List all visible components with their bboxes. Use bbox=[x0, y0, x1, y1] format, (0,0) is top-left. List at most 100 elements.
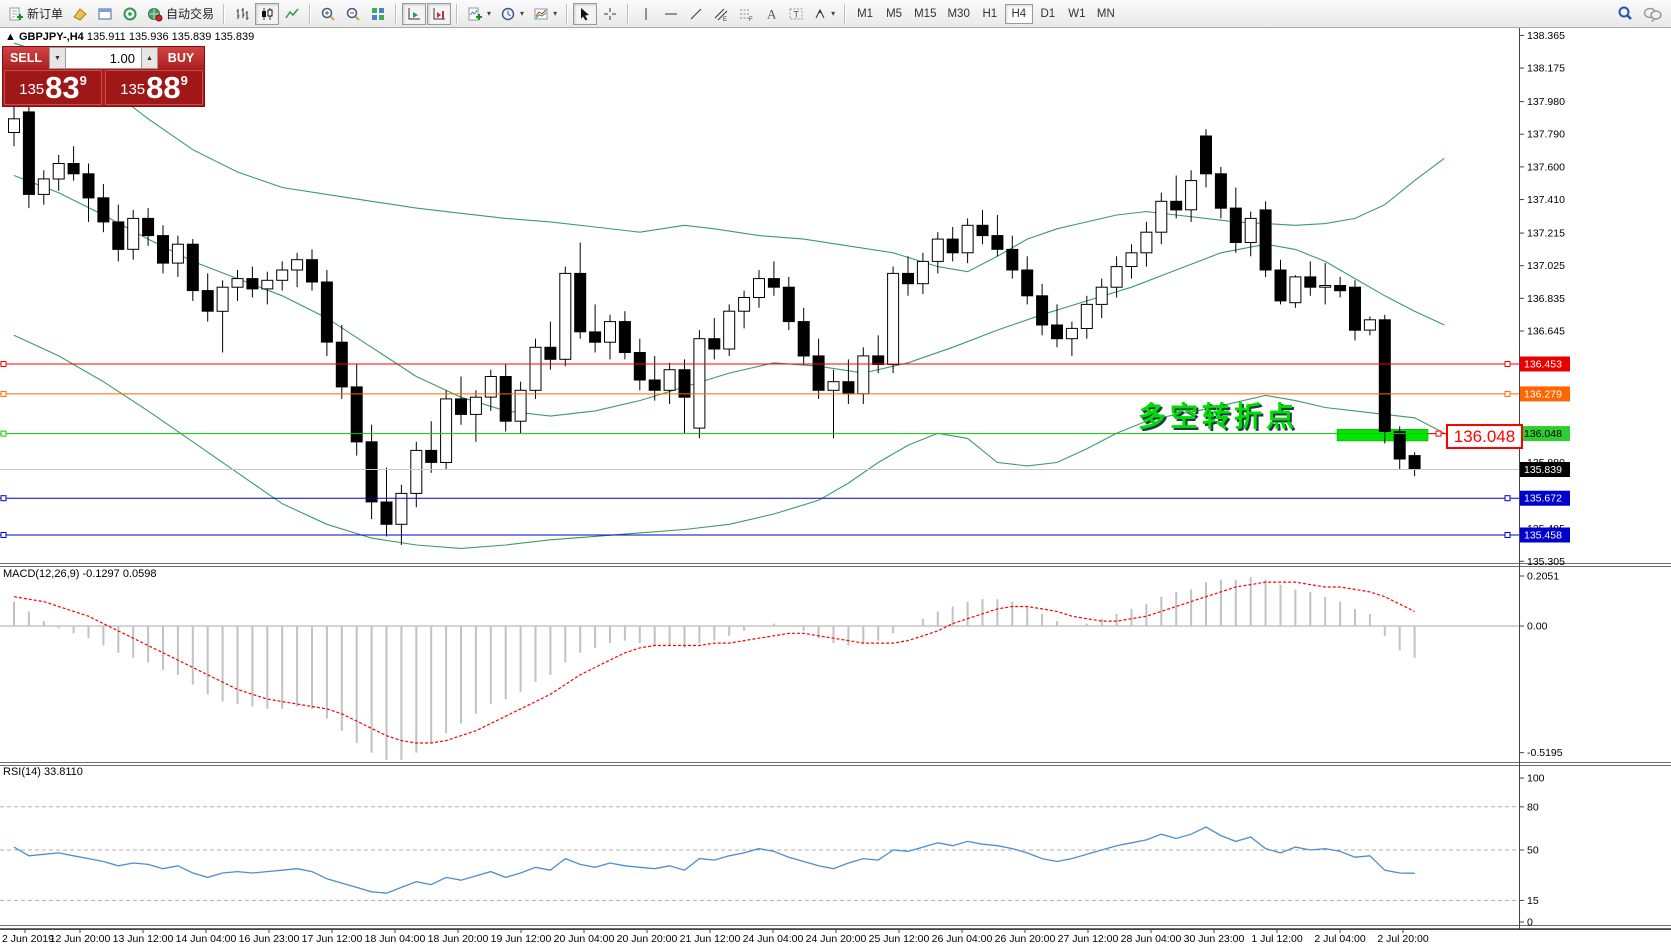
trendline-button[interactable] bbox=[684, 3, 708, 25]
svg-text:137.025: 137.025 bbox=[1527, 260, 1565, 272]
navigator-button[interactable] bbox=[118, 3, 142, 25]
svg-text:28 Jun 04:00: 28 Jun 04:00 bbox=[1121, 933, 1182, 945]
svg-text:18 Jun 04:00: 18 Jun 04:00 bbox=[365, 933, 426, 945]
bar-chart-button[interactable] bbox=[230, 3, 254, 25]
buy-price-base: 135 bbox=[120, 81, 146, 98]
tab-timeframe-w1[interactable]: W1 bbox=[1063, 4, 1091, 24]
svg-text:137.410: 137.410 bbox=[1527, 194, 1565, 206]
sell-button[interactable]: SELL bbox=[3, 47, 49, 69]
tab-timeframe-m15[interactable]: M15 bbox=[909, 4, 941, 24]
svg-text:136.835: 136.835 bbox=[1527, 293, 1565, 305]
svg-text:E: E bbox=[723, 17, 727, 22]
search-icon bbox=[1616, 5, 1634, 23]
text-label-icon: T bbox=[788, 6, 804, 22]
tab-timeframe-m1[interactable]: M1 bbox=[851, 4, 879, 24]
vertical-line-button[interactable] bbox=[634, 3, 658, 25]
svg-text:137.980: 137.980 bbox=[1527, 96, 1565, 108]
svg-text:137.215: 137.215 bbox=[1527, 228, 1565, 240]
svg-text:0.00: 0.00 bbox=[1527, 621, 1548, 633]
sell-price-base: 135 bbox=[19, 81, 45, 98]
new-order-button[interactable]: 新订单 bbox=[4, 3, 67, 25]
svg-text:2 Jul 20:00: 2 Jul 20:00 bbox=[1377, 933, 1429, 945]
svg-text:14 Jun 04:00: 14 Jun 04:00 bbox=[176, 933, 237, 945]
tab-timeframe-m5[interactable]: M5 bbox=[880, 4, 908, 24]
svg-text:21 Jun 12:00: 21 Jun 12:00 bbox=[680, 933, 741, 945]
tab-timeframe-d1[interactable]: D1 bbox=[1034, 4, 1062, 24]
data-window-button[interactable] bbox=[93, 3, 117, 25]
arrows-button[interactable] bbox=[809, 3, 839, 25]
buy-button[interactable]: BUY bbox=[158, 47, 204, 69]
zoom-out-button[interactable] bbox=[341, 3, 365, 25]
new-chart-button[interactable] bbox=[68, 3, 92, 25]
periods-button[interactable] bbox=[496, 3, 528, 25]
new-chart-icon bbox=[72, 6, 88, 22]
cursor-icon bbox=[577, 6, 593, 22]
svg-text:20 Jun 04:00: 20 Jun 04:00 bbox=[554, 933, 615, 945]
sell-price[interactable]: 135 83 9 bbox=[4, 70, 102, 105]
line-chart-button[interactable] bbox=[280, 3, 304, 25]
templates-icon bbox=[533, 6, 549, 22]
volume-input[interactable]: 1.00 bbox=[66, 47, 141, 69]
candlestick-chart-button[interactable] bbox=[255, 2, 280, 25]
fibonacci-button[interactable]: F bbox=[734, 3, 758, 25]
vertical-line-icon bbox=[638, 6, 654, 22]
volume-increase-button[interactable]: ▲ bbox=[141, 47, 158, 69]
tab-timeframe-h4[interactable]: H4 bbox=[1004, 3, 1033, 24]
zoom-in-icon bbox=[320, 6, 336, 22]
svg-text:F: F bbox=[749, 17, 753, 22]
zoom-in-button[interactable] bbox=[316, 3, 340, 25]
svg-text:80: 80 bbox=[1527, 801, 1539, 813]
crosshair-button[interactable] bbox=[598, 3, 622, 25]
svg-text:138.365: 138.365 bbox=[1527, 30, 1565, 42]
svg-text:17 Jun 12:00: 17 Jun 12:00 bbox=[302, 933, 363, 945]
trendline-icon bbox=[688, 6, 704, 22]
tab-timeframe-mn[interactable]: MN bbox=[1092, 4, 1120, 24]
channel-button[interactable]: E bbox=[709, 3, 733, 25]
autotrading-button[interactable]: 自动交易 bbox=[143, 3, 218, 25]
auto-scroll-button[interactable] bbox=[402, 2, 427, 25]
chart-annotation-text[interactable]: 多空转折点 bbox=[1138, 401, 1299, 432]
svg-text:138.175: 138.175 bbox=[1527, 63, 1565, 75]
text-button[interactable]: A bbox=[759, 3, 783, 25]
svg-text:135.305: 135.305 bbox=[1527, 556, 1565, 568]
indicators-button[interactable] bbox=[463, 3, 495, 25]
svg-text:137.600: 137.600 bbox=[1527, 161, 1565, 173]
cursor-button[interactable] bbox=[573, 2, 598, 25]
macd-indicator-label: MACD(12,26,9) -0.1297 0.0598 bbox=[3, 568, 157, 580]
buy-price[interactable]: 135 88 9 bbox=[105, 70, 203, 105]
svg-text:T: T bbox=[794, 9, 800, 19]
chart-shift-button[interactable] bbox=[427, 2, 452, 25]
periods-icon bbox=[500, 6, 516, 22]
tab-timeframe-m30[interactable]: M30 bbox=[942, 4, 974, 24]
new-order-icon bbox=[8, 6, 24, 22]
one-click-trading-panel: SELL ▼ 1.00 ▲ BUY 135 83 9 135 88 9 bbox=[2, 46, 205, 107]
svg-text:15: 15 bbox=[1527, 895, 1539, 907]
svg-text:26 Jun 20:00: 26 Jun 20:00 bbox=[995, 933, 1056, 945]
price-callout-label[interactable]: 136.048 bbox=[1446, 424, 1523, 449]
chart-shift-icon bbox=[431, 6, 447, 22]
horizontal-line-button[interactable] bbox=[659, 3, 683, 25]
volume-decrease-button[interactable]: ▼ bbox=[49, 47, 66, 69]
search-button[interactable] bbox=[1612, 3, 1638, 25]
line-chart-icon bbox=[284, 6, 300, 22]
autotrading-label: 自动交易 bbox=[166, 7, 215, 21]
toolbar: 新订单 自动交易 bbox=[0, 0, 1671, 28]
svg-text:136.279: 136.279 bbox=[1524, 388, 1562, 400]
collapse-arrow-icon[interactable]: ▲ bbox=[5, 31, 16, 43]
svg-text:18 Jun 20:00: 18 Jun 20:00 bbox=[428, 933, 489, 945]
horizontal-line-icon bbox=[663, 6, 679, 22]
chat-button[interactable] bbox=[1639, 3, 1667, 25]
rsi-indicator-label: RSI(14) 33.8110 bbox=[3, 766, 83, 778]
svg-text:24 Jun 04:00: 24 Jun 04:00 bbox=[743, 933, 804, 945]
sell-price-pip: 9 bbox=[79, 73, 87, 88]
bar-chart-icon bbox=[234, 6, 250, 22]
svg-text:-0.5195: -0.5195 bbox=[1527, 747, 1563, 759]
buy-price-pip: 9 bbox=[180, 73, 188, 88]
buy-price-main: 88 bbox=[146, 70, 181, 105]
tab-timeframe-h1[interactable]: H1 bbox=[976, 4, 1004, 24]
templates-button[interactable] bbox=[529, 3, 561, 25]
text-label-button[interactable]: T bbox=[784, 3, 808, 25]
tile-windows-button[interactable] bbox=[366, 3, 390, 25]
